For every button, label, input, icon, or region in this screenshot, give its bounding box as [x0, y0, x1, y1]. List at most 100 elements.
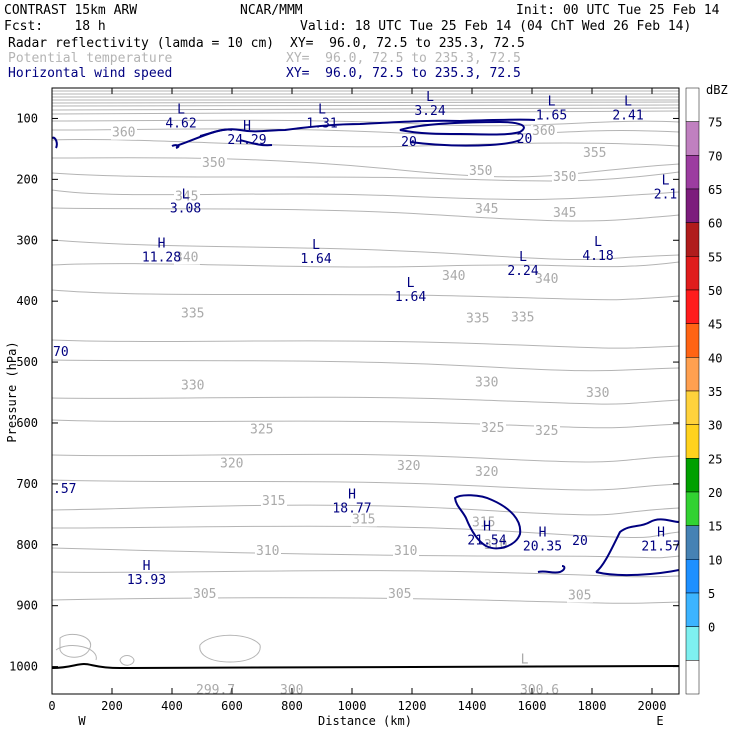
wind-extremum-value: 11.28 [142, 250, 181, 265]
colorbar-level-label: 20 [708, 486, 722, 500]
theta-extremum-marker: L [521, 653, 529, 668]
theta-label-bg [552, 207, 578, 221]
wind-extremum-value: 18.77 [332, 501, 371, 516]
wind-extremum-value: 1.64 [300, 252, 331, 267]
wind-extremum-type: H [243, 119, 251, 134]
theta-contour-label: 305 [193, 587, 216, 602]
colorbar-swatch [685, 222, 700, 257]
wind-contour-label: 20 [572, 534, 588, 549]
wind-extremum-type: H [657, 526, 665, 541]
theta-contour-label: 335 [511, 310, 534, 325]
theta-label-bg [585, 386, 611, 400]
theta-contour-label: 305 [568, 589, 591, 604]
theta-label-bg [255, 545, 281, 559]
y-tick-label: 800 [16, 538, 38, 552]
theta-label-bg [483, 539, 509, 553]
theta-contour-label: 345 [475, 202, 498, 217]
theta-contour-label: 350 [553, 170, 576, 185]
y-axis: 100 200 300 400 500 600 700 800 900 1000 [9, 111, 679, 674]
colorbar-swatch [685, 458, 700, 493]
theta-label-bg [474, 465, 500, 479]
colorbar-swatch [685, 626, 700, 661]
wind-extremum-value: 2.1 [654, 188, 677, 203]
wind-contour-label: 20 [517, 132, 533, 147]
colorbar-level-label: 40 [708, 351, 722, 365]
wind-extremum-value: 3.08 [170, 202, 201, 217]
theta-contour-label: 315 [262, 494, 285, 509]
theta-label-bg [201, 157, 227, 171]
theta-contour-label: 325 [481, 421, 504, 436]
colorbar-level-label: 0 [708, 621, 715, 635]
theta-contour-label: 315 [352, 512, 375, 527]
header: CONTRAST 15km ARW NCAR/MMM Init: 00 UTC … [4, 3, 720, 81]
theta-contour-label: 350 [202, 156, 225, 171]
wind-extremum-type: L [182, 188, 190, 203]
colorbar-swatch [685, 256, 700, 291]
wind-extrema-labels: L4.62 H24.29L1.31L3.24L1.65L2.41L2.1L3.08… [53, 90, 681, 588]
y-tick-label: 900 [16, 599, 38, 613]
wind-extremum-type: H [143, 559, 151, 574]
colorbar-swatch [685, 289, 700, 324]
colorbar-level-label: 35 [708, 385, 722, 399]
wind-partial-label: .57 [53, 482, 76, 497]
y-tick-label: 200 [16, 172, 38, 186]
colorbar-level-label: 10 [708, 553, 722, 567]
colorbar-swatch [685, 188, 700, 223]
wind-extremum-value: 1.64 [395, 290, 426, 305]
theta-label-bg [261, 495, 287, 509]
colorbar-swatch [685, 121, 700, 156]
y-tick-label: 500 [16, 355, 38, 369]
theta-label-bg [396, 459, 422, 473]
y-tick-label: 600 [16, 416, 38, 430]
theta-label-bg [387, 587, 413, 601]
colorbar-level-label: 70 [708, 149, 722, 163]
wind-extremum-type: L [407, 276, 415, 291]
wind-extremum-value: 4.18 [582, 249, 613, 264]
colorbar-swatch [685, 424, 700, 459]
colorbar-level-label: 55 [708, 250, 722, 264]
theta-label-bg [180, 379, 206, 393]
theta-label-bg [249, 423, 275, 437]
wind-extremum-value: 1.31 [306, 116, 337, 131]
theta-contour-label: 330 [475, 375, 498, 390]
wind-extremum-type: L [624, 94, 632, 109]
field-xy-wind: XY= 96.0, 72.5 to 235.3, 72.5 [286, 66, 521, 81]
theta-contour-label: 325 [535, 424, 558, 439]
theta-label-bg [465, 312, 491, 326]
colorbar-level-label: 5 [708, 587, 715, 601]
field-xy-theta: XY= 96.0, 72.5 to 235.3, 72.5 [286, 51, 521, 66]
theta-contour-label: 335 [466, 311, 489, 326]
theta-contour-label: 355 [583, 146, 606, 161]
wind-extremum-type: H [483, 520, 491, 535]
wind-extremum-type: H [158, 236, 166, 251]
theta-label-bg [552, 171, 578, 185]
theta-label-bg [534, 272, 560, 286]
theta-label-bg [567, 589, 593, 603]
x-tick-label: 2000 [638, 699, 667, 713]
colorbar-swatch [685, 491, 700, 526]
x-tick-label: 400 [161, 699, 183, 713]
theta-label-bg [441, 269, 467, 283]
theta-label-bg [192, 587, 218, 601]
theta-contour-label: 310 [256, 544, 279, 559]
theta-label-bg [174, 190, 200, 204]
theta-contour-label: 310 [484, 538, 507, 553]
center-name: NCAR/MMM [240, 3, 303, 18]
theta-contour-label: 360 [532, 124, 555, 139]
wind-extremum-value: 20.35 [523, 540, 562, 555]
y-tick-label: 400 [16, 294, 38, 308]
theta-label-bg [351, 513, 377, 527]
theta-label-bg [531, 124, 557, 138]
valid-time: Valid: 18 UTC Tue 25 Feb 14 (04 ChT Wed … [300, 19, 691, 34]
x-tick-label: 1400 [458, 699, 487, 713]
theta-contour-label: 320 [475, 465, 498, 480]
theta-contour-label: 360 [112, 126, 135, 141]
x-tick-label: 800 [281, 699, 303, 713]
theta-labels: 360 360 355 350 350 350 345 345 345 340 340 340 335 3… [111, 124, 611, 698]
theta-contour-label: 330 [586, 386, 609, 401]
forecast-hour: Fcst: 18 h [4, 19, 106, 34]
colorbar-swatch [685, 87, 700, 122]
x-tick-label: 200 [101, 699, 123, 713]
theta-label-bg [534, 425, 560, 439]
